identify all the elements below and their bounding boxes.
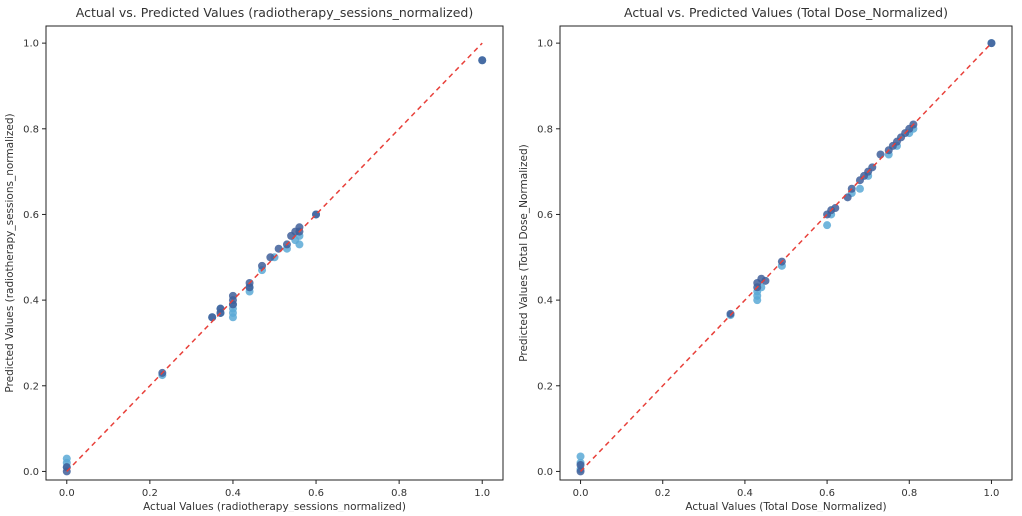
data-point — [823, 221, 832, 230]
y-tick-label: 0.8 — [537, 124, 553, 135]
data-point — [987, 39, 996, 48]
plot-frame — [45, 25, 504, 481]
x-tick-label: 0.6 — [308, 488, 324, 499]
series-2 — [62, 56, 487, 476]
data-point — [855, 184, 864, 193]
x-tick-label: 0.8 — [901, 488, 917, 499]
x-tick-label: 0.0 — [573, 488, 589, 499]
y-axis-label: Predicted Values (radiotherapy_sessions_… — [4, 113, 16, 392]
data-point — [245, 283, 254, 292]
chart-title: Actual vs. Predicted Values (radiotherap… — [76, 5, 473, 20]
y-tick-label: 0.8 — [23, 124, 39, 135]
x-tick-label: 0.4 — [737, 488, 753, 499]
data-point — [216, 304, 225, 313]
y-tick-label: 0.4 — [23, 296, 39, 307]
y-tick-label: 0.6 — [23, 210, 39, 221]
y-tick-label: 0.4 — [537, 296, 553, 307]
chart-title: Actual vs. Predicted Values (Total Dose_… — [624, 5, 948, 20]
data-point — [831, 204, 840, 213]
plot-frame — [559, 25, 1013, 481]
y-tick-label: 0.2 — [23, 381, 39, 392]
data-point — [266, 253, 275, 262]
x-tick-label: 0.6 — [819, 488, 835, 499]
x-tick-label: 0.4 — [225, 488, 241, 499]
data-point — [576, 461, 585, 470]
data-point — [876, 150, 885, 159]
y-tick-label: 0.2 — [537, 381, 553, 392]
identity-reference-line — [580, 42, 992, 472]
x-tick-label: 1.0 — [984, 488, 1000, 499]
data-point — [761, 276, 770, 285]
y-tick-label: 1.0 — [23, 39, 39, 50]
data-point — [62, 463, 71, 472]
x-tick-label: 1.0 — [474, 488, 490, 499]
chart-panel-1: 0.0 0.2 0.4 0.6 0.8 1.0 0.0 0.2 0.4 0.6 0.8 1.0 Actu… — [4, 5, 504, 513]
y-tick-label: 0.0 — [537, 467, 553, 478]
chart-panel-2: 0.0 0.2 0.4 0.6 0.8 1.0 0.0 0.2 0.4 0.6 0.8 1.0 Actu… — [518, 5, 1013, 513]
data-point — [576, 452, 585, 461]
data-point — [295, 240, 304, 249]
data-point — [478, 56, 487, 65]
x-tick-label: 0.0 — [59, 488, 75, 499]
y-tick-label: 0.6 — [537, 210, 553, 221]
x-tick-label: 0.2 — [142, 488, 158, 499]
y-tick-label: 1.0 — [537, 39, 553, 50]
x-axis-label: Actual Values (Total Dose_Normalized) — [685, 501, 886, 512]
data-point — [208, 313, 217, 322]
identity-reference-line — [66, 42, 483, 472]
data-point — [228, 313, 237, 322]
x-axis-label: Actual Values (radiotherapy_sessions_nor… — [143, 501, 406, 512]
y-axis-label: Predicted Values (Total Dose_Normalized) — [518, 144, 530, 362]
y-tick-label: 0.0 — [23, 467, 39, 478]
data-point — [274, 244, 283, 253]
data-point — [843, 193, 852, 202]
x-tick-label: 0.8 — [391, 488, 407, 499]
x-tick-label: 0.2 — [655, 488, 671, 499]
series-1 — [62, 56, 487, 472]
data-point — [258, 261, 267, 270]
data-point — [228, 291, 237, 300]
data-point — [726, 309, 735, 318]
